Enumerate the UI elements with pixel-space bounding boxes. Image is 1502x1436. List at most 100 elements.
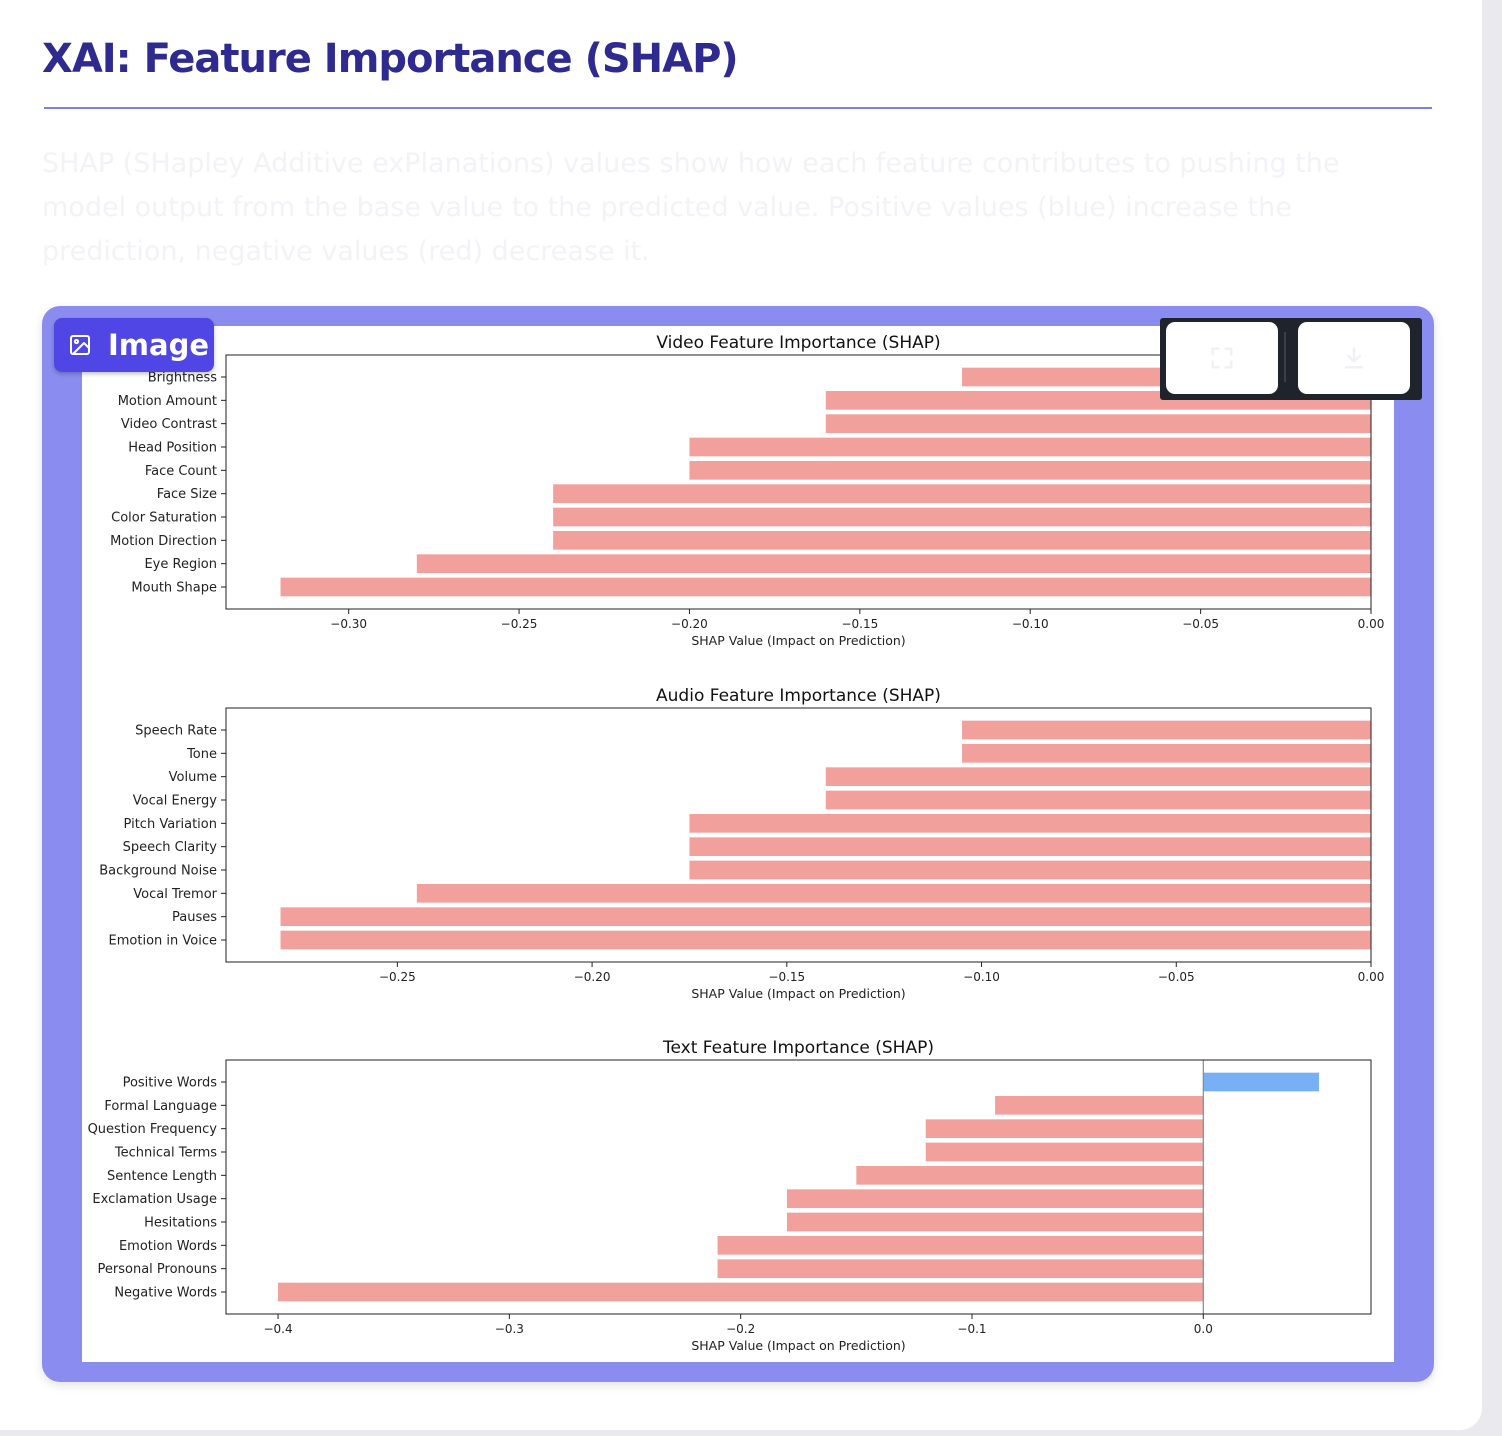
y-tick-label: Technical Terms bbox=[114, 1146, 217, 1161]
fullscreen-button[interactable] bbox=[1166, 322, 1278, 394]
x-tick-label: −0.30 bbox=[330, 617, 367, 631]
y-tick-label: Face Count bbox=[145, 464, 217, 479]
bar-technical-terms bbox=[925, 1142, 1204, 1162]
bar-formal-language bbox=[995, 1096, 1204, 1115]
bar-pitch-variation bbox=[689, 814, 1371, 833]
chart-title: Video Feature Importance (SHAP) bbox=[656, 333, 940, 353]
bar-video-contrast bbox=[825, 414, 1371, 433]
y-tick-label: Brightness bbox=[148, 371, 217, 386]
plot-frame bbox=[225, 707, 1372, 963]
y-tick-label: Personal Pronouns bbox=[98, 1262, 218, 1277]
bar-vocal-tremor bbox=[416, 884, 1371, 903]
chart-title: Audio Feature Importance (SHAP) bbox=[656, 686, 941, 706]
y-tick-label: Color Saturation bbox=[111, 511, 217, 526]
x-tick-label: −0.3 bbox=[495, 1322, 524, 1336]
x-tick-label: −0.4 bbox=[263, 1322, 292, 1336]
y-tick-label: Positive Words bbox=[123, 1076, 218, 1091]
bar-pauses bbox=[280, 907, 1371, 926]
bar-motion-direction bbox=[553, 531, 1371, 550]
bar-volume bbox=[825, 767, 1371, 786]
x-tick-label: −0.25 bbox=[501, 617, 538, 631]
bar-speech-rate bbox=[962, 720, 1371, 740]
x-tick-label: −0.2 bbox=[726, 1322, 755, 1336]
plot-frame bbox=[225, 354, 1372, 610]
y-tick-label: Face Size bbox=[157, 487, 217, 502]
x-tick-label: −0.1 bbox=[957, 1322, 986, 1336]
x-tick-label: −0.15 bbox=[841, 617, 878, 631]
download-icon bbox=[1344, 347, 1364, 369]
y-tick-label: Motion Direction bbox=[110, 534, 217, 549]
page-title: XAI: Feature Importance (SHAP) bbox=[42, 36, 739, 82]
bar-speech-clarity bbox=[689, 837, 1371, 856]
y-tick-label: Vocal Energy bbox=[133, 794, 218, 809]
y-tick-label: Question Frequency bbox=[88, 1122, 218, 1137]
y-tick-label: Speech Rate bbox=[135, 724, 217, 739]
bar-eye-region bbox=[416, 554, 1371, 573]
x-tick-label: −0.05 bbox=[1158, 970, 1195, 984]
bar-sentence-length bbox=[856, 1166, 1204, 1185]
x-tick-label: 0.0 bbox=[1194, 1322, 1213, 1336]
x-tick-label: −0.15 bbox=[768, 970, 805, 984]
bar-positive-words bbox=[1203, 1072, 1319, 1092]
bar-emotion-words bbox=[717, 1236, 1204, 1255]
download-button[interactable] bbox=[1298, 322, 1410, 394]
y-tick-label: Tone bbox=[186, 747, 217, 762]
image-badge-label: Image bbox=[108, 328, 210, 362]
y-tick-label: Emotion in Voice bbox=[109, 934, 217, 949]
shap-charts: Video Feature Importance (SHAP) Brightnes… bbox=[88, 333, 1385, 1353]
x-tick-label: −0.25 bbox=[379, 970, 416, 984]
y-tick-label: Speech Clarity bbox=[123, 840, 218, 855]
image-icon bbox=[70, 335, 90, 355]
bar-head-position bbox=[689, 437, 1371, 457]
page-description: SHAP (SHapley Additive exPlanations) val… bbox=[42, 148, 1340, 267]
bar-mouth-shape bbox=[280, 577, 1371, 597]
y-tick-label: Motion Amount bbox=[118, 394, 217, 409]
image-toolbar bbox=[1160, 318, 1422, 400]
x-tick-label: −0.20 bbox=[574, 970, 611, 984]
x-axis-label: SHAP Value (Impact on Prediction) bbox=[691, 633, 905, 648]
x-tick-label: 0.00 bbox=[1358, 617, 1385, 631]
y-tick-label: Vocal Tremor bbox=[133, 887, 217, 902]
bar-face-count bbox=[689, 461, 1371, 480]
y-tick-label: Volume bbox=[169, 770, 217, 785]
y-tick-label: Emotion Words bbox=[119, 1239, 217, 1254]
fullscreen-icon bbox=[1211, 347, 1233, 369]
toolbar-divider bbox=[1284, 332, 1286, 382]
bar-emotion-in-voice bbox=[280, 930, 1371, 950]
y-tick-label: Formal Language bbox=[104, 1099, 217, 1114]
y-tick-label: Pitch Variation bbox=[124, 817, 217, 832]
bar-tone bbox=[962, 744, 1371, 763]
y-tick-label: Negative Words bbox=[114, 1286, 217, 1301]
bar-hesitations bbox=[786, 1212, 1204, 1232]
chart-title: Text Feature Importance (SHAP) bbox=[662, 1038, 934, 1058]
x-tick-label: −0.20 bbox=[671, 617, 708, 631]
x-tick-label: −0.10 bbox=[963, 970, 1000, 984]
y-tick-label: Exclamation Usage bbox=[92, 1192, 217, 1207]
bar-question-frequency bbox=[925, 1119, 1204, 1138]
x-axis-label: SHAP Value (Impact on Prediction) bbox=[691, 1338, 905, 1353]
y-tick-label: Video Contrast bbox=[121, 417, 217, 432]
bar-personal-pronouns bbox=[717, 1259, 1204, 1278]
bar-exclamation-usage bbox=[786, 1189, 1204, 1208]
bar-vocal-energy bbox=[825, 790, 1371, 810]
y-tick-label: Eye Region bbox=[144, 557, 217, 572]
y-tick-label: Hesitations bbox=[144, 1216, 217, 1231]
y-tick-label: Mouth Shape bbox=[131, 581, 217, 596]
x-axis-label: SHAP Value (Impact on Prediction) bbox=[691, 986, 905, 1001]
x-tick-label: −0.10 bbox=[1012, 617, 1049, 631]
title-divider bbox=[44, 107, 1432, 109]
x-tick-label: 0.00 bbox=[1358, 970, 1385, 984]
y-tick-label: Sentence Length bbox=[107, 1169, 217, 1184]
y-tick-label: Background Noise bbox=[99, 864, 217, 879]
y-tick-label: Head Position bbox=[128, 441, 217, 456]
bar-face-size bbox=[553, 484, 1371, 503]
plot-frame bbox=[225, 1059, 1372, 1315]
bar-color-saturation bbox=[553, 507, 1371, 527]
chart-image: Video Feature Importance (SHAP) Brightnes… bbox=[82, 326, 1394, 1362]
bar-background-noise bbox=[689, 860, 1371, 880]
y-tick-label: Pauses bbox=[172, 910, 217, 925]
bar-negative-words bbox=[278, 1282, 1204, 1302]
x-tick-label: −0.05 bbox=[1182, 617, 1219, 631]
image-badge: Image bbox=[54, 318, 214, 372]
